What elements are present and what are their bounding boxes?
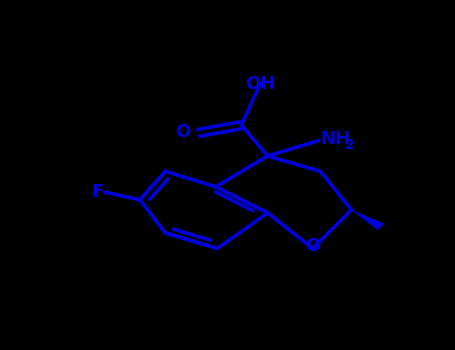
Text: 2: 2 [344,138,354,152]
Text: F: F [91,183,103,201]
Text: OH: OH [245,75,275,93]
Text: NH: NH [321,130,351,148]
Text: O: O [305,237,320,255]
Polygon shape [351,210,384,230]
Text: O: O [175,122,190,140]
